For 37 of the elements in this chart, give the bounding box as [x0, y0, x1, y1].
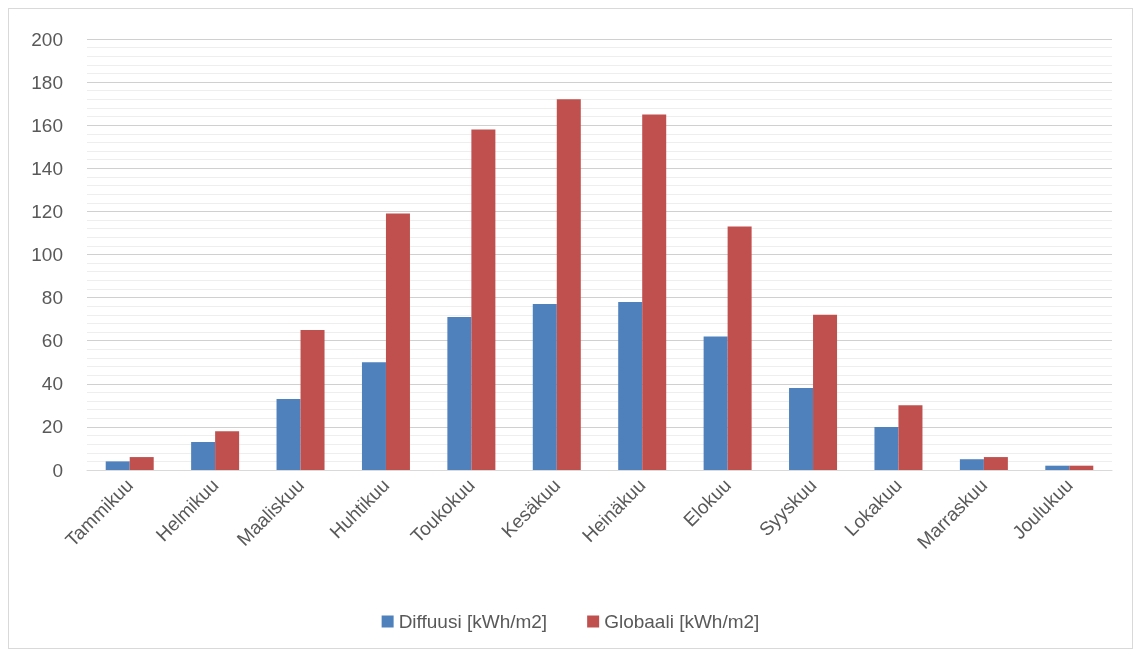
y-tick-label: 200 [31, 28, 63, 50]
y-tick-label: 80 [41, 287, 63, 309]
legend-label: Diffuusi [kWh/m2] [398, 611, 548, 632]
y-tick-label: 160 [31, 114, 63, 136]
bar [898, 405, 923, 470]
bar [105, 461, 130, 470]
bar [642, 114, 667, 470]
bar [215, 431, 240, 470]
bar [191, 441, 216, 470]
y-tick-label: 40 [41, 373, 63, 395]
bar [727, 226, 752, 470]
bar [789, 388, 814, 470]
bar [874, 426, 899, 470]
legend-label: Globaali [kWh/m2] [604, 611, 760, 632]
bar [129, 457, 154, 470]
y-tick-label: 140 [31, 157, 63, 179]
bar [813, 314, 838, 470]
bar [300, 329, 325, 470]
y-tick-label: 120 [31, 200, 63, 222]
y-tick-label: 20 [41, 416, 63, 438]
bar [983, 457, 1008, 470]
bar [385, 213, 410, 470]
bar [471, 129, 496, 470]
y-tick-label: 180 [31, 71, 63, 93]
bar [532, 304, 557, 470]
bar [959, 459, 984, 470]
bar [361, 362, 386, 470]
bar [276, 398, 301, 470]
bar [618, 301, 643, 470]
y-tick-label: 100 [31, 244, 63, 265]
y-tick-label: 60 [41, 330, 63, 352]
bar [556, 99, 581, 470]
bar [703, 336, 728, 470]
bar [1069, 465, 1094, 470]
bar [1045, 465, 1070, 470]
y-tick-label: 0 [52, 459, 63, 481]
bar [447, 317, 472, 470]
